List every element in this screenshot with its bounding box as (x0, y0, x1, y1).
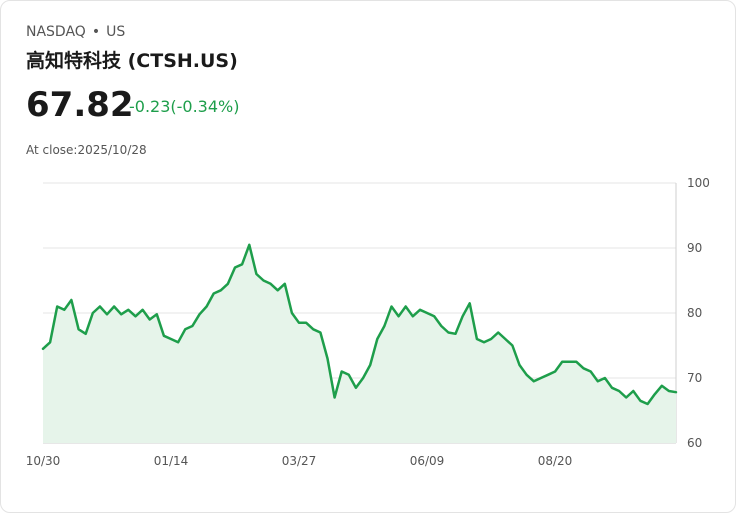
close-date: At close:2025/10/28 (26, 143, 147, 157)
x-tick-label: 06/09 (410, 454, 445, 468)
market-name: US (106, 24, 126, 40)
y-tick-label: 70 (687, 371, 702, 385)
x-tick-label: 01/14 (154, 454, 189, 468)
x-tick-label: 03/27 (282, 454, 317, 468)
price-line (41, 243, 678, 406)
stock-price: 67.82 (26, 85, 134, 125)
price-change: -0.23(-0.34%) (129, 97, 240, 116)
price-area (43, 244, 676, 443)
y-tick-label: 60 (687, 436, 702, 450)
x-tick-label: 08/20 (538, 454, 573, 468)
exchange-name: NASDAQ (26, 24, 86, 40)
stock-title: 高知特科技 (CTSH.US) (26, 50, 238, 72)
y-tick-label: 80 (687, 306, 702, 320)
exchange-line: NASDAQ • US (26, 24, 125, 40)
separator-dot: • (91, 24, 101, 40)
x-tick-label: 10/30 (26, 454, 61, 468)
y-tick-label: 100 (687, 176, 710, 190)
y-tick-label: 90 (687, 241, 702, 255)
